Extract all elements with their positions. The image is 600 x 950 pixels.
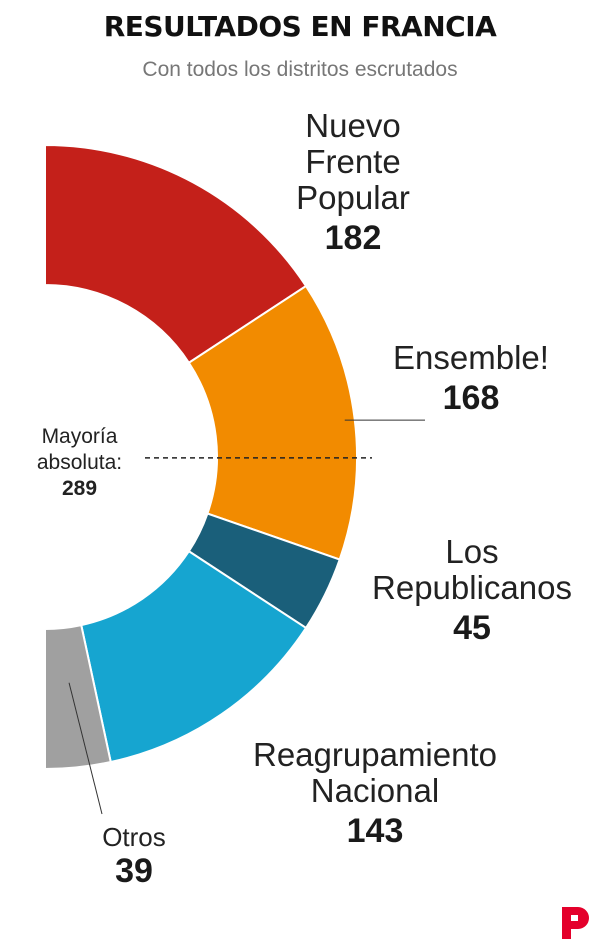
page-title: RESULTADOS EN FRANCIA xyxy=(103,10,497,43)
label-los-republicanos: Los Republicanos 45 xyxy=(352,533,592,647)
label-text: Frente xyxy=(305,143,401,180)
segment-ensemble xyxy=(187,284,358,561)
label-text: Ensemble! xyxy=(393,339,549,376)
label-text: Los xyxy=(445,533,499,570)
label-text: Nacional xyxy=(310,772,440,809)
p-logo-icon xyxy=(562,907,589,939)
value-label: 182 xyxy=(324,219,382,257)
segment-nuevo-frente-popular xyxy=(44,143,308,365)
value-label: 39 xyxy=(115,852,153,890)
segment-otros xyxy=(44,623,112,771)
majority-label: Mayoría absoluta: 289 xyxy=(12,424,147,502)
value-label: 168 xyxy=(442,379,500,417)
majority-text: Mayoría xyxy=(41,425,118,448)
value-label: 143 xyxy=(346,812,404,850)
label-otros: Otros 39 xyxy=(74,822,194,890)
label-nuevo-frente-popular: Nuevo Frente Popular 182 xyxy=(268,107,438,257)
label-text: Reagrupamiento xyxy=(253,736,497,773)
page-subtitle: Con todos los distritos escrutados xyxy=(142,58,458,81)
leader-line-otros xyxy=(68,682,103,815)
label-text: Republicanos xyxy=(372,569,572,606)
label-ensemble: Ensemble! 168 xyxy=(376,339,566,417)
label-text: Nuevo xyxy=(305,107,401,144)
label-text: Otros xyxy=(102,822,166,852)
majority-text: absoluta: xyxy=(36,451,123,474)
value-label: 45 xyxy=(453,609,491,647)
majority-value: 289 xyxy=(61,477,98,500)
label-text: Popular xyxy=(296,179,410,216)
label-reagrupamiento-nacional: Reagrupamiento Nacional 143 xyxy=(220,736,530,850)
